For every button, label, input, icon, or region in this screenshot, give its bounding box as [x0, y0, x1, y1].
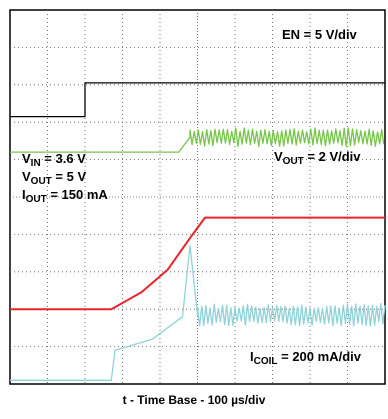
vout-annotation: VOUT = 5 V	[22, 169, 87, 188]
en-scale-label: EN = 5 V/div	[282, 27, 357, 42]
vout-scale-label: VOUT = 2 V/div	[274, 149, 361, 168]
traces	[10, 82, 386, 381]
vin-annotation: VIN = 3.6 V	[22, 151, 86, 170]
x-axis-label: t - Time Base - 100 µs/div	[122, 393, 266, 407]
trace-switch-node	[10, 127, 385, 153]
trace-en	[10, 82, 385, 118]
iout-annotation: IOUT = 150 mA	[22, 187, 108, 206]
trace-vout	[10, 216, 385, 311]
trace-icoil	[10, 244, 386, 381]
icoil-scale-label: ICOIL = 200 mA/div	[250, 349, 361, 368]
